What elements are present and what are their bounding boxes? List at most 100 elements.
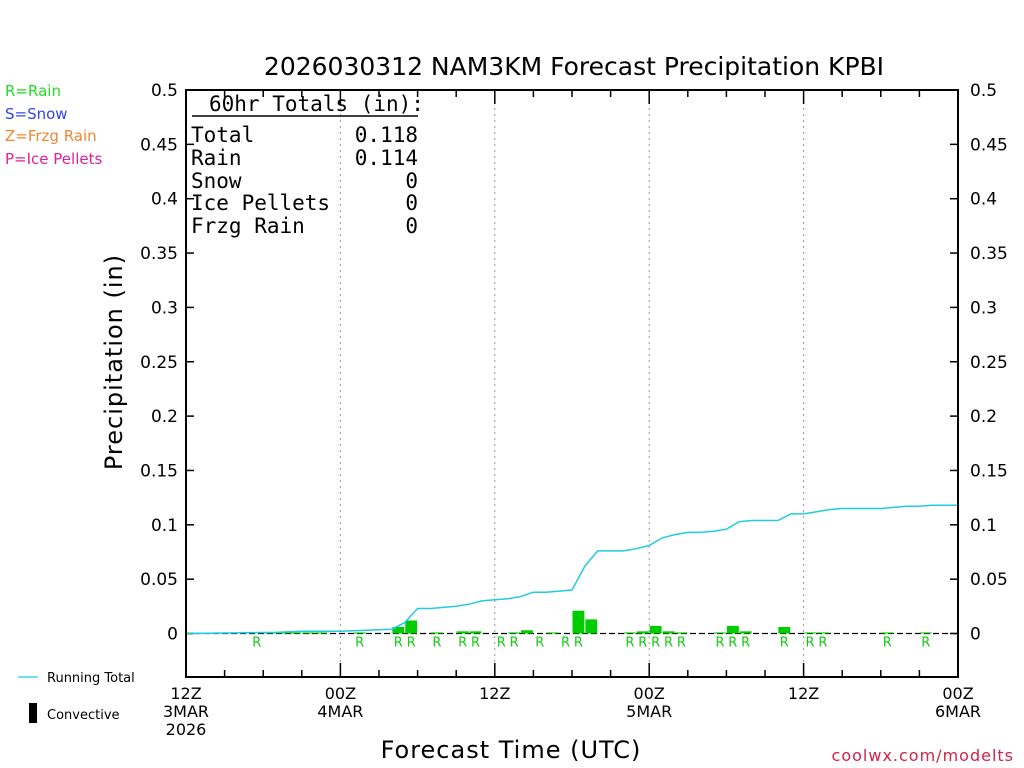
precip-bar: [675, 632, 688, 634]
precip-bar: [649, 625, 662, 634]
precip-type-legend: R=Rain S=Snow Z=Frzg Rain P=Ice Pellets: [5, 82, 102, 168]
rain-type-mark: R: [806, 636, 815, 651]
y-tick-label-right: 0.1: [970, 516, 997, 536]
precip-bar: [714, 632, 726, 634]
chart-title: 2026030312 NAM3KM Forecast Precipitation…: [264, 52, 884, 81]
precip-bar: [302, 632, 315, 634]
precip-bar: [585, 619, 598, 634]
rain-type-mark: R: [407, 636, 416, 651]
totals-ice-pellets-value: 0: [405, 191, 418, 215]
gridlines: [339, 90, 805, 677]
plot-frame: [185, 89, 959, 678]
precip-bar: [881, 632, 894, 634]
credit-text: coolwx.com/modelts: [832, 746, 1014, 765]
y-tick-label-right: 0.3: [970, 298, 997, 318]
legend-snow: S=Snow: [5, 105, 68, 123]
totals-ice-pellets-label: Ice Pellets: [191, 191, 330, 215]
x-tick-label: 12Z: [170, 684, 201, 703]
precip-bar: [572, 610, 585, 634]
y-tick-label-right: 0.4: [970, 190, 997, 210]
y-tick-label-left: 0.45: [140, 135, 178, 155]
rain-type-mark: R: [355, 636, 364, 651]
rain-type-mark: R: [625, 636, 634, 651]
y-tick-label-right: 0.05: [970, 570, 1008, 590]
legend-freezing-rain: Z=Frzg Rain: [5, 127, 97, 145]
y-tick-label-right: 0.45: [970, 135, 1008, 155]
legend-rain: R=Rain: [5, 82, 61, 100]
precip-bar: [289, 632, 302, 634]
y-tick-label-left: 0.4: [151, 190, 178, 210]
totals-header: 60hr Totals (in):: [209, 92, 424, 116]
precip-bar: [546, 632, 559, 634]
rain-type-mark: R: [497, 636, 506, 651]
precip-bar: [662, 631, 675, 634]
rain-type-mark: R: [638, 636, 647, 651]
precip-bar: [315, 632, 328, 634]
totals-rain-label: Rain: [191, 146, 242, 170]
x-axis-label: Forecast Time (UTC): [381, 736, 642, 764]
rain-type-mark: R: [921, 636, 930, 651]
x-tick-label: 12Z: [788, 684, 819, 703]
totals-snow-value: 0: [405, 169, 418, 193]
x-tick-label: 00Z: [325, 684, 356, 703]
precip-bar: [623, 632, 636, 634]
rain-type-mark: R: [741, 636, 750, 651]
y-tick-label-left: 0.5: [151, 81, 178, 101]
rain-type-mark: R: [574, 636, 583, 651]
precip-bar: [521, 630, 533, 634]
y-tick-label-right: 0.25: [970, 353, 1008, 373]
precip-bar: [726, 625, 739, 634]
precip-bar: [456, 631, 469, 634]
rain-type-mark: R: [471, 636, 480, 651]
legend-convective: Convective: [47, 708, 120, 723]
x-tick-label: 2026: [166, 720, 207, 739]
y-tick-label-right: 0.2: [970, 407, 997, 427]
series-legend: Running Total Convective: [18, 671, 135, 723]
totals-total-value: 0.118: [355, 123, 418, 147]
totals-frzg-rain-label: Frzg Rain: [191, 214, 305, 238]
rain-type-mark: R: [432, 636, 441, 651]
rain-type-mark: R: [510, 636, 519, 651]
rain-type-mark: R: [715, 636, 724, 651]
precip-bar: [405, 620, 418, 634]
y-tick-label-left: 0.35: [140, 244, 178, 264]
precip-bar: [778, 626, 791, 634]
precip-bar: [636, 631, 649, 634]
rain-type-mark: R: [728, 636, 737, 651]
y-tick-label-right: 0.35: [970, 244, 1008, 264]
rain-type-mark: R: [664, 636, 673, 651]
y-tick-label-left: 0.15: [140, 461, 178, 481]
precip-bar: [804, 632, 816, 634]
rain-type-mark: R: [677, 636, 686, 651]
rain-type-mark: R: [780, 636, 789, 651]
rain-type-mark: R: [458, 636, 467, 651]
x-tick-label: 00Z: [942, 684, 973, 703]
rain-type-mark: R: [561, 636, 570, 651]
y-tick-label-left: 0.05: [140, 570, 178, 590]
legend-ice-pellets: P=Ice Pellets: [5, 150, 102, 168]
x-tick-label: 12Z: [479, 684, 510, 703]
hourly-precip-bars: [263, 610, 932, 634]
y-tick-label-right: 0: [970, 625, 981, 645]
precip-bar: [430, 632, 443, 634]
rain-type-mark: R: [818, 636, 827, 651]
x-tick-label: 00Z: [634, 684, 665, 703]
precip-bar: [469, 631, 482, 634]
y-tick-label-left: 0.3: [151, 298, 178, 318]
x-tick-label: 6MAR: [935, 702, 981, 721]
precip-bar: [919, 632, 932, 634]
y-tick-label-right: 0.15: [970, 461, 1008, 481]
rain-type-mark: R: [394, 636, 403, 651]
y-axis-ticks: 0 00.05 0.050.1 0.10.15 0.150.2 0.20.25 0.250.…: [140, 81, 1008, 645]
convective-swatch: [29, 703, 37, 723]
precip-bar: [739, 631, 752, 634]
precip-bar: [392, 626, 405, 634]
totals-box: 60hr Totals (in): Total 0.118 Rain 0.114…: [191, 92, 424, 238]
precip-bar: [276, 632, 289, 634]
totals-rain-value: 0.114: [355, 146, 418, 170]
y-tick-label-right: 0.5: [970, 81, 997, 101]
y-tick-label-left: 0.25: [140, 353, 178, 373]
